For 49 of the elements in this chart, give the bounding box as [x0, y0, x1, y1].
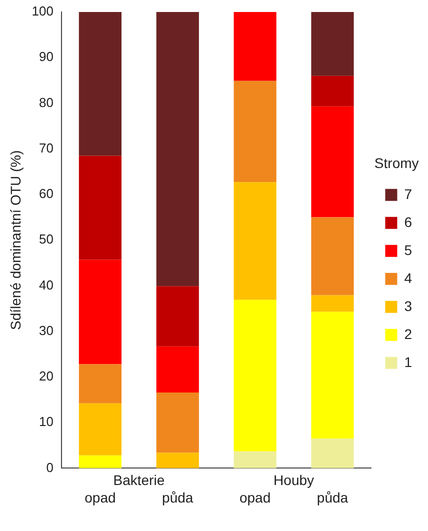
bar — [234, 182, 276, 300]
y-tick-label: 10 — [39, 414, 54, 430]
bar — [311, 76, 354, 106]
y-tick-label: 50 — [39, 232, 54, 247]
bar — [234, 300, 276, 452]
legend-label: 5 — [404, 242, 412, 258]
bar — [78, 403, 122, 456]
legend-label: 4 — [404, 270, 412, 286]
bar — [311, 312, 354, 439]
y-tick-label: 90 — [39, 49, 54, 64]
bar — [78, 364, 122, 404]
bar — [78, 156, 122, 260]
bar — [78, 12, 122, 156]
bar — [311, 12, 354, 76]
y-tick-label: 70 — [39, 140, 54, 156]
y-tick-label: 60 — [39, 186, 54, 202]
legend-label: 7 — [404, 186, 412, 202]
legend-label: 3 — [404, 298, 412, 314]
y-tick-label: 40 — [39, 277, 54, 292]
y-axis-title: Sdílené dominantní OTU (%) — [7, 150, 24, 330]
bar — [311, 295, 354, 312]
bar — [311, 106, 354, 218]
bar — [156, 346, 199, 392]
bar — [156, 12, 199, 286]
y-tick-label: 30 — [39, 322, 54, 338]
y-tick-label: 20 — [39, 368, 54, 384]
bar — [156, 286, 199, 346]
text: Bakterie — [113, 472, 165, 488]
text: Houby — [274, 472, 314, 488]
y-tick-label: 0 — [46, 460, 54, 475]
bar — [311, 217, 354, 296]
bar — [234, 12, 276, 81]
legend-label: 1 — [404, 354, 412, 370]
bar — [156, 392, 199, 453]
x-tick-label: opad — [84, 489, 116, 506]
bar — [78, 260, 122, 364]
y-tick-label: 100 — [32, 4, 54, 19]
bar — [156, 452, 199, 468]
bar — [78, 455, 122, 468]
legend-title: Stromy — [374, 154, 419, 171]
bar — [311, 438, 354, 468]
x-tick-label: půda — [316, 489, 348, 506]
bar — [234, 80, 276, 182]
legend-label: 6 — [404, 214, 412, 230]
x-tick-label: půda — [162, 489, 194, 506]
x-tick-label: opad — [239, 489, 271, 506]
legend-label: 2 — [404, 326, 412, 342]
y-tick-label: 80 — [39, 94, 54, 110]
bar — [234, 451, 276, 468]
